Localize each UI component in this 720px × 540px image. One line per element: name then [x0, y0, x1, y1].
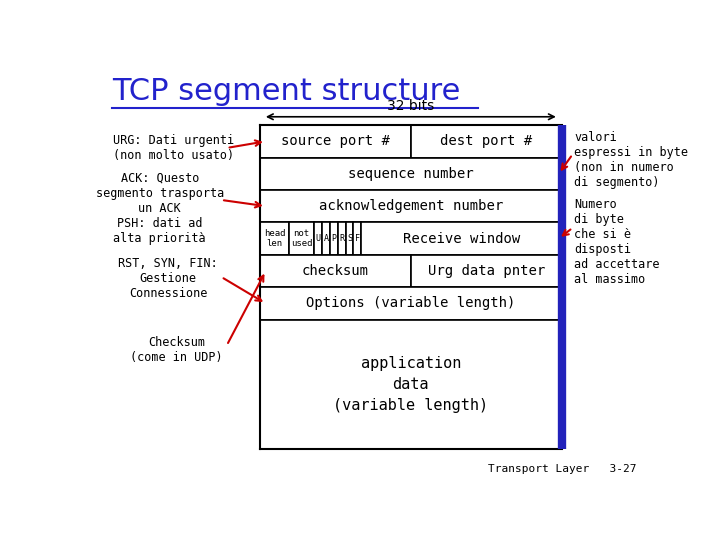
Bar [289, 222, 315, 255]
Text: U: U [316, 234, 321, 243]
Bar [323, 222, 330, 255]
Text: A: A [323, 234, 328, 243]
Bar [338, 222, 346, 255]
Text: RST, SYN, FIN:
Gestione
Connessione: RST, SYN, FIN: Gestione Connessione [118, 258, 218, 300]
Bar [315, 222, 323, 255]
Bar [354, 222, 361, 255]
Text: 32 bits: 32 bits [387, 99, 434, 113]
Bar [260, 320, 562, 449]
Bar [361, 222, 562, 255]
Bar [411, 125, 562, 158]
Text: Urg data pnter: Urg data pnter [428, 264, 545, 278]
Text: URG: Dati urgenti
(non molto usato): URG: Dati urgenti (non molto usato) [113, 134, 234, 162]
Bar [260, 158, 562, 190]
Text: F: F [355, 234, 360, 243]
Text: acknowledgement number: acknowledgement number [319, 199, 503, 213]
Text: R: R [339, 234, 344, 243]
Text: Checksum
(come in UDP): Checksum (come in UDP) [130, 336, 222, 363]
Text: dest port #: dest port # [440, 134, 532, 149]
Bar [260, 255, 411, 287]
Text: not
used: not used [291, 229, 312, 248]
Bar [260, 287, 562, 320]
Text: checksum: checksum [302, 264, 369, 278]
Bar [260, 222, 289, 255]
Text: source port #: source port # [281, 134, 390, 149]
Text: Numero
di byte
che si è
disposti
ad accettare
al massimo: Numero di byte che si è disposti ad acce… [575, 198, 660, 286]
Bar [346, 222, 354, 255]
Bar [411, 255, 562, 287]
Text: head
len: head len [264, 229, 285, 248]
Text: TCP segment structure: TCP segment structure [112, 77, 461, 106]
Text: Transport Layer   3-27: Transport Layer 3-27 [488, 464, 637, 474]
Text: P: P [331, 234, 336, 243]
Text: Options (variable length): Options (variable length) [306, 296, 516, 310]
Text: S: S [347, 234, 352, 243]
Bar [330, 222, 338, 255]
Text: sequence number: sequence number [348, 167, 474, 181]
Text: application
data
(variable length): application data (variable length) [333, 356, 488, 413]
Text: Receive window: Receive window [402, 232, 520, 246]
Bar [260, 190, 562, 222]
Text: valori
espressi in byte
(non in numero
di segmento): valori espressi in byte (non in numero d… [575, 131, 688, 190]
Bar [260, 125, 411, 158]
Text: ACK: Questo
segmento trasporta
un ACK
PSH: dati ad
alta priorità: ACK: Questo segmento trasporta un ACK PS… [96, 172, 224, 245]
